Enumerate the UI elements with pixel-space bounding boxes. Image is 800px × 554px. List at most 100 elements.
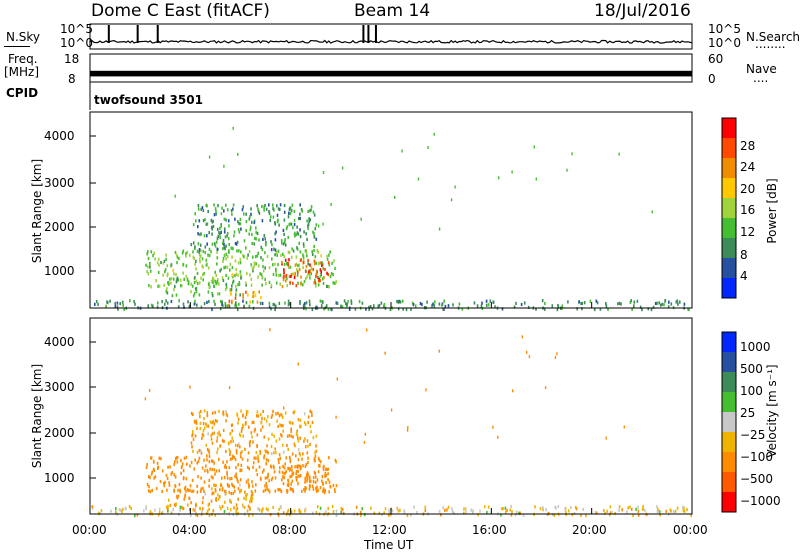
velocity-cell <box>192 508 194 512</box>
velocity-cell <box>181 506 184 510</box>
power-cell <box>322 267 324 271</box>
velocity-cell <box>167 507 169 511</box>
power-cell <box>290 209 293 213</box>
power-cell <box>447 304 450 308</box>
velocity-cell <box>236 414 239 418</box>
power-cell <box>203 302 206 306</box>
power-cell <box>320 304 323 308</box>
power-cell <box>320 261 322 265</box>
power-cell <box>223 242 225 246</box>
velocity-cell <box>229 450 232 454</box>
velocity-cell <box>194 507 197 511</box>
power-cell <box>177 278 179 282</box>
power-cell <box>238 222 240 226</box>
velocity-cell <box>208 513 211 517</box>
power-cell <box>223 230 226 234</box>
velocity-cell <box>214 513 216 517</box>
power-cell <box>299 212 301 216</box>
power-cell <box>240 250 242 254</box>
power-cell <box>636 299 639 303</box>
velocity-cell <box>399 508 401 512</box>
velocity-cell <box>291 479 294 483</box>
velocity-cell <box>235 507 238 511</box>
power-cell <box>306 254 308 258</box>
velocity-cell <box>234 443 237 447</box>
velocity-cell <box>289 460 292 464</box>
velocity-cell <box>388 508 390 512</box>
velocity-cell <box>329 484 332 488</box>
velocity-cell <box>608 513 611 517</box>
velocity-cell <box>260 477 262 481</box>
velocity-cell <box>310 410 313 414</box>
velocity-cell <box>274 489 277 493</box>
velocity-cell <box>217 497 220 501</box>
velocity-cell <box>328 480 331 484</box>
velocity-cell <box>328 490 330 494</box>
velocity-cell <box>319 506 322 510</box>
power-cell <box>295 255 298 259</box>
velocity-cell <box>169 465 171 469</box>
velocity-cell <box>312 487 315 491</box>
power-cell <box>438 227 441 231</box>
power-cell <box>277 207 280 211</box>
power-cell <box>220 224 222 228</box>
power-cb-tick-label: 12 <box>740 225 756 239</box>
power-cell <box>288 211 290 215</box>
velocity-cell <box>315 511 318 515</box>
velocity-cell <box>290 474 293 478</box>
power-cell <box>212 280 214 285</box>
power-cell <box>284 240 286 244</box>
power-cell <box>224 304 227 308</box>
power-cell <box>176 255 179 259</box>
velocity-cell <box>669 508 671 512</box>
velocity-cell <box>201 432 204 437</box>
velocity-cell <box>295 454 297 458</box>
velocity-cell <box>219 495 221 499</box>
power-cell <box>319 268 322 272</box>
power-cell <box>194 276 196 280</box>
power-cell <box>578 300 580 304</box>
power-cell <box>226 254 229 259</box>
velocity-cell <box>198 448 201 453</box>
velocity-cell <box>232 439 234 443</box>
velocity-cell <box>213 461 215 465</box>
velocity-cell <box>150 472 153 476</box>
power-cell <box>196 249 199 253</box>
velocity-cell <box>279 456 281 460</box>
vel-cb-swatch <box>722 372 736 393</box>
power-cell <box>605 304 608 308</box>
power-cell <box>240 227 242 231</box>
velocity-cell <box>326 513 329 517</box>
velocity-cell <box>210 487 213 491</box>
velocity-cell <box>280 490 283 494</box>
power-cell <box>239 257 242 261</box>
velocity-cell <box>158 507 161 511</box>
power-cell <box>271 242 273 247</box>
power-cell <box>639 305 642 309</box>
velocity-cell <box>297 469 299 473</box>
power-cell <box>226 234 228 238</box>
velocity-cell <box>259 449 261 454</box>
velocity-cell <box>325 481 327 485</box>
velocity-cell <box>192 449 194 453</box>
power-cell <box>197 232 199 236</box>
velocity-cell <box>245 494 247 498</box>
velocity-cell <box>176 460 179 464</box>
velocity-cell <box>191 429 194 433</box>
power-cell <box>433 132 435 136</box>
power-cell <box>216 256 219 260</box>
power-cell <box>268 280 271 284</box>
power-cell <box>202 249 205 254</box>
velocity-cell <box>231 436 233 440</box>
power-cell <box>222 257 225 261</box>
velocity-cell <box>397 509 400 513</box>
power-cell <box>243 255 245 259</box>
velocity-cell <box>291 488 293 492</box>
velocity-cell <box>251 435 253 439</box>
power-cell <box>201 206 204 210</box>
power-cb-tick-label: 20 <box>740 182 756 196</box>
power-cell <box>233 234 235 238</box>
velocity-cell <box>282 424 284 428</box>
power-cell <box>245 301 248 305</box>
velocity-cell <box>510 513 513 517</box>
